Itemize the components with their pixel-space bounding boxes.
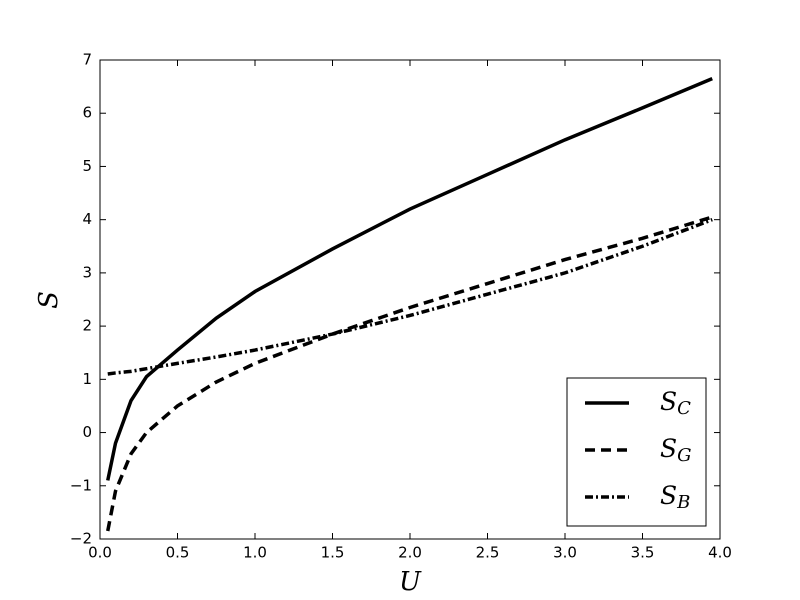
x-axis-label: U [399,567,422,597]
y-tick-label: −2 [70,530,92,548]
y-tick-label: 2 [82,317,92,335]
x-tick-label: 0.0 [88,544,112,562]
y-tick-label: 1 [82,370,92,388]
x-tick-label: 3.5 [631,544,655,562]
x-tick-label: 2.0 [398,544,422,562]
y-tick-label: 3 [82,263,92,281]
legend-label: SB [660,481,690,514]
series-line [106,215,713,532]
series-line [107,218,713,376]
x-tick-label: 1.0 [243,544,267,562]
x-tick-label: 3.0 [553,544,577,562]
y-tick-label: 5 [82,157,92,175]
y-tick-label: −1 [70,476,92,494]
y-tick-label: 6 [82,104,92,122]
x-tick-label: 4.0 [708,544,732,562]
y-tick-label: 0 [82,423,92,441]
plot-frame [99,59,721,540]
legend-label: SC [660,387,691,420]
y-tick-label: 7 [82,51,92,69]
series-line [106,77,713,481]
legend-label: SG [660,434,692,467]
y-axis-label: S [34,291,64,309]
y-tick-label: 4 [82,210,92,228]
x-tick-label: 0.5 [166,544,190,562]
x-tick-label: 2.5 [476,544,500,562]
x-tick-label: 1.5 [321,544,345,562]
